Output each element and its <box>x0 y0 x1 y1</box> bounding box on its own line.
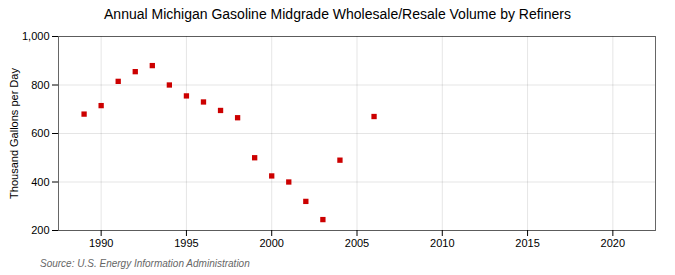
svg-text:Thousand Gallons per Day: Thousand Gallons per Day <box>8 68 20 199</box>
svg-text:2005: 2005 <box>345 237 369 249</box>
svg-text:600: 600 <box>31 127 49 139</box>
svg-text:400: 400 <box>31 176 49 188</box>
html-text:Annual Michigan Gasoline Midgr: Annual Michigan Gasoline Midgrade Wholes… <box>104 6 571 22</box>
svg-text:2010: 2010 <box>430 237 454 249</box>
svg-text:2015: 2015 <box>515 237 539 249</box>
svg-text:1,000: 1,000 <box>22 30 50 42</box>
svg-text:200: 200 <box>31 224 49 236</box>
svg-text:1990: 1990 <box>89 237 113 249</box>
html-text:Source: U.S. Energy Informatio: Source: U.S. Energy Information Administ… <box>40 258 250 269</box>
svg-text:2000: 2000 <box>259 237 283 249</box>
svg-text:2020: 2020 <box>601 237 625 249</box>
svg-text:1995: 1995 <box>174 237 198 249</box>
svg-text:800: 800 <box>31 79 49 91</box>
